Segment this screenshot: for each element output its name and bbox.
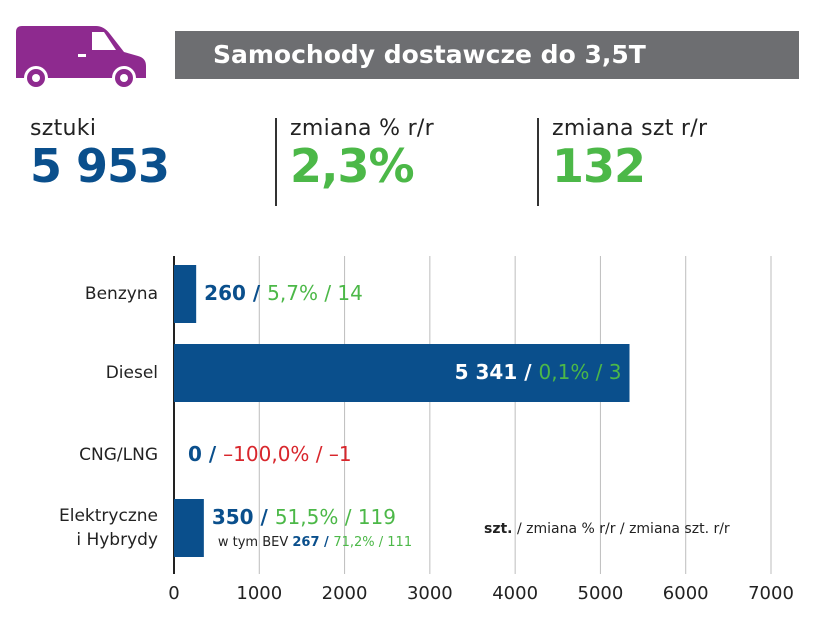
category-label-line: CNG/LNG (79, 445, 158, 465)
data-label-pct-change: 51,5% (274, 505, 339, 529)
bar-0 (174, 265, 197, 323)
delivery-van-icon (16, 26, 146, 90)
x-tick-label: 5000 (577, 583, 624, 604)
page-title: Samochody dostawcze do 3,5T (175, 31, 799, 79)
x-tick-label: 2000 (321, 583, 368, 604)
data-label: 0 / –100,0% / –1 (188, 442, 352, 466)
category-label: Benzyna (85, 282, 158, 306)
data-label-separator: / (338, 505, 358, 529)
bev-abs: 111 (387, 535, 413, 550)
data-label-abs-change: 14 (337, 281, 363, 305)
stat-pct-change: zmiana % r/r 2,3% (290, 116, 434, 193)
data-label: 350 / 51,5% / 119 (212, 505, 396, 529)
category-label: Diesel (106, 361, 158, 385)
data-label-abs-change: –1 (328, 442, 352, 466)
stat-abs-change: zmiana szt r/r 132 (552, 116, 707, 193)
category-label-line: i Hybrydy (76, 530, 158, 550)
stat-abs-change-label: zmiana szt r/r (552, 116, 708, 141)
data-label-separator: / (317, 281, 338, 305)
bev-separator: / (374, 535, 388, 550)
bar-3 (174, 499, 204, 557)
data-label-separator: / (589, 360, 609, 384)
data-label-abs-change: 119 (357, 505, 397, 529)
chart-legend: szt. / zmiana % r/r / zmiana szt. r/r (484, 521, 730, 537)
data-label: 5 341 / 0,1% / 3 (455, 360, 622, 384)
data-label-pct-change: 0,1% (538, 360, 590, 384)
stat-pct-change-label: zmiana % r/r (290, 116, 434, 141)
bar-1 (174, 344, 630, 402)
x-tick-label: 1000 (236, 583, 283, 604)
category-label-line: Elektryczne (59, 506, 158, 526)
data-label-units: 0 (188, 442, 202, 466)
data-label-units: 5 341 (454, 360, 518, 384)
x-tick-label: 0 (168, 583, 180, 604)
legend-rest: / zmiana % r/r / zmiana szt. r/r (512, 521, 730, 537)
stat-units-label: sztuki (30, 116, 97, 141)
stat-units-value: 5 953 (30, 139, 170, 193)
legend-units: szt. (484, 521, 513, 537)
x-tick-label: 4000 (492, 583, 539, 604)
bev-units: 267 (292, 535, 320, 550)
category-label: CNG/LNG (79, 443, 158, 467)
category-label-line: Benzyna (84, 284, 158, 304)
data-label-pct-change: 5,7% (267, 281, 318, 305)
bev-prefix: w tym BEV (217, 535, 293, 550)
data-label-separator: / (309, 442, 329, 466)
data-label-units: 350 (211, 505, 254, 529)
stat-pct-change-value: 2,3% (290, 139, 415, 193)
data-label-separator: / (253, 505, 275, 529)
data-label-separator: / (201, 442, 224, 466)
data-label-abs-change: 3 (608, 360, 622, 384)
stat-divider (275, 118, 277, 206)
category-label-line: Diesel (105, 363, 158, 383)
data-label-separator: / (245, 281, 268, 305)
data-label-pct-change: –100,0% (223, 442, 310, 466)
data-label-units: 260 (204, 281, 246, 305)
category-label: Elektryczne i Hybrydy (59, 504, 158, 552)
data-label: 260 / 5,7% / 14 (204, 281, 363, 305)
stat-divider (537, 118, 539, 206)
data-label-separator: / (517, 360, 539, 384)
bev-pct: 71,2% (333, 535, 375, 550)
stat-abs-change-value: 132 (552, 139, 646, 193)
bev-separator: / (319, 535, 334, 550)
stat-units: sztuki 5 953 (30, 116, 170, 193)
x-tick-label: 6000 (662, 583, 709, 604)
bev-sublabel: w tym BEV 267 / 71,2% / 111 (218, 535, 412, 550)
x-tick-label: 7000 (748, 583, 794, 604)
x-tick-label: 3000 (406, 583, 453, 604)
